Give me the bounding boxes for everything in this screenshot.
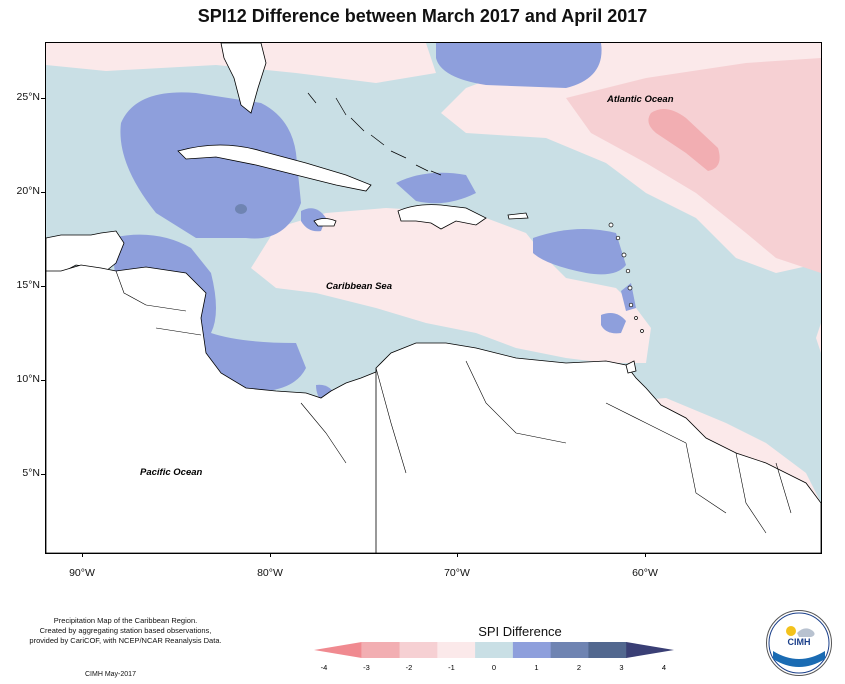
legend-tick-label: -4	[321, 663, 328, 672]
credit-line: provided by CariCOF, with NCEP/NCAR Rean…	[29, 636, 222, 645]
positive-anomaly-moderate	[235, 204, 247, 214]
lon-label-60w: 60°W	[632, 567, 658, 579]
legend-tick-label: -2	[406, 663, 413, 672]
lon-label-80w: 80°W	[257, 567, 283, 579]
legend-tick-label: 3	[619, 663, 623, 672]
legend-bin	[626, 642, 674, 658]
legend-tick-label: 2	[577, 663, 581, 672]
lat-label-10n: 10°N	[16, 373, 40, 385]
land	[46, 43, 821, 553]
legend-tick-label: 0	[492, 663, 496, 672]
ocean-label-atlantic: Atlantic Ocean	[607, 94, 674, 105]
lon-label-90w: 90°W	[69, 567, 95, 579]
lon-tick	[270, 553, 271, 557]
credit-text: Precipitation Map of the Caribbean Regio…	[8, 616, 243, 646]
legend-bin	[550, 642, 589, 658]
ocean-label-caribbean: Caribbean Sea	[326, 281, 392, 292]
map-area[interactable]: Atlantic Ocean Caribbean Sea Pacific Oce…	[45, 42, 822, 554]
island-chain	[608, 222, 644, 333]
legend-bin	[512, 642, 552, 658]
spi-difference-map	[46, 43, 821, 553]
lat-tick	[41, 380, 45, 381]
legend-bin	[314, 642, 362, 658]
legend-bin	[437, 642, 476, 658]
lat-tick	[41, 286, 45, 287]
legend-bin	[475, 642, 514, 658]
logo-text: CIMH	[787, 637, 811, 647]
legend-tick-label: -1	[448, 663, 455, 672]
credit-date: CIMH May-2017	[85, 671, 136, 678]
lon-tick	[645, 553, 646, 557]
color-legend: -4 -3 -2 -1 0 1 2 3 4	[314, 642, 674, 672]
legend-title: SPI Difference	[478, 624, 562, 639]
lat-label-5n: 5°N	[22, 467, 40, 479]
credit-line: Precipitation Map of the Caribbean Regio…	[53, 616, 198, 625]
lat-label-25n: 25°N	[16, 91, 40, 103]
legend-bin	[361, 642, 401, 658]
lat-tick	[41, 192, 45, 193]
legend-bin	[588, 642, 627, 658]
lon-label-70w: 70°W	[444, 567, 470, 579]
lat-label-15n: 15°N	[16, 279, 40, 291]
lon-tick	[82, 553, 83, 557]
lat-tick	[41, 474, 45, 475]
negative-anomaly-strong	[648, 109, 720, 171]
credit-line: Created by aggregating station based obs…	[39, 626, 212, 635]
borders	[115, 270, 792, 534]
cimh-logo: CIMH	[766, 610, 832, 676]
ocean-label-pacific: Pacific Ocean	[140, 467, 203, 478]
legend-tick-label: 4	[662, 663, 666, 672]
lon-tick	[457, 553, 458, 557]
map-title: SPI12 Difference between March 2017 and …	[197, 6, 648, 26]
cimh-logo-mark	[768, 612, 830, 674]
legend-tick-label: -3	[363, 663, 370, 672]
legend-tick-label: 1	[534, 663, 538, 672]
bahamas	[307, 92, 442, 176]
legend-bin	[399, 642, 438, 658]
lat-label-20n: 20°N	[16, 185, 40, 197]
lat-tick	[41, 98, 45, 99]
